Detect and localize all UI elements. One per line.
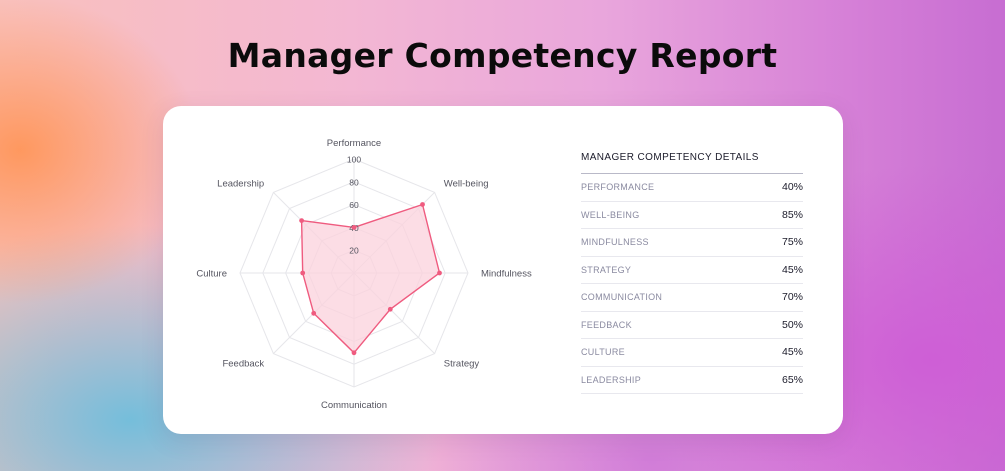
category-label: Leadership	[217, 179, 264, 190]
row-label: STRATEGY	[581, 264, 632, 275]
details-row-mindfulness: MINDFULNESS 75%	[581, 229, 803, 257]
row-value: 70%	[781, 291, 803, 304]
category-label: Feedback	[222, 358, 264, 369]
row-label: LEADERSHIP	[581, 374, 642, 385]
category-label: Performance	[327, 138, 381, 149]
tick-label: 80	[349, 177, 359, 187]
row-label: CULTURE	[581, 347, 625, 358]
details-title: MANAGER COMPETENCY DETAILS	[581, 152, 803, 174]
row-label: PERFORMANCE	[581, 182, 655, 193]
data-point	[351, 350, 357, 356]
data-point	[300, 270, 306, 276]
radar-chart: 20406080100PerformanceWell-beingMindfuln…	[196, 138, 532, 411]
category-label: Well-being	[444, 179, 489, 190]
row-value: 85%	[781, 208, 803, 221]
data-area	[300, 203, 441, 354]
category-label: Communication	[321, 400, 387, 411]
row-value: 45%	[781, 346, 803, 359]
tick-label: 60	[349, 200, 359, 210]
data-point	[387, 306, 393, 312]
row-value: 40%	[781, 181, 803, 194]
row-label: COMMUNICATION	[581, 292, 663, 303]
details-row-culture: CULTURE 45%	[581, 339, 803, 367]
category-label: Strategy	[444, 358, 480, 369]
category-label: Mindfulness	[481, 269, 532, 280]
report-card: 20406080100PerformanceWell-beingMindfuln…	[163, 106, 843, 434]
data-point	[420, 202, 425, 207]
page-title: Manager Competency Report	[227, 36, 778, 75]
category-label: Culture	[196, 269, 227, 280]
row-value: 75%	[781, 236, 803, 249]
tick-label: 100	[347, 155, 361, 165]
details-row-communication: COMMUNICATION 70%	[581, 284, 803, 312]
data-point	[351, 225, 357, 230]
row-value: 45%	[781, 263, 803, 276]
data-point	[299, 218, 305, 224]
competency-details: MANAGER COMPETENCY DETAILS PERFORMANCE 4…	[581, 152, 803, 394]
data-point	[437, 270, 442, 276]
row-value: 65%	[781, 373, 803, 386]
row-label: WELL-BEING	[581, 209, 640, 220]
row-label: FEEDBACK	[581, 319, 632, 330]
details-row-feedback: FEEDBACK 50%	[581, 312, 803, 339]
tick-label: 20	[349, 246, 359, 256]
details-row-leadership: LEADERSHIP 65%	[581, 367, 803, 394]
row-value: 50%	[781, 318, 803, 331]
details-row-performance: PERFORMANCE 40%	[581, 174, 803, 202]
details-row-strategy: STRATEGY 45%	[581, 257, 803, 284]
row-label: MINDFULNESS	[581, 237, 649, 248]
data-point	[311, 310, 317, 316]
details-row-well-being: WELL-BEING 85%	[581, 202, 803, 229]
